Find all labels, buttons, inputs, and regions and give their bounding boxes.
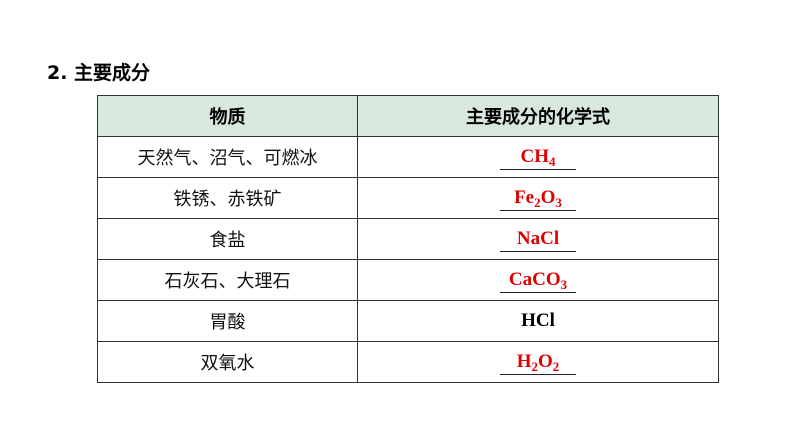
formula-cell: HCl bbox=[357, 300, 719, 342]
chemical-formula: CaCO3 bbox=[500, 268, 576, 293]
formula-text: CaCO bbox=[508, 268, 561, 290]
formula-cell: H2O2 bbox=[357, 341, 719, 383]
substance-cell: 食盐 bbox=[97, 218, 358, 260]
formula-text: H bbox=[516, 350, 532, 372]
header-substance: 物质 bbox=[97, 95, 358, 137]
table-row: 胃酸 HCl bbox=[97, 300, 719, 342]
table-row: 天然气、沼气、可燃冰 CH4 bbox=[97, 136, 719, 178]
chemical-formula: Fe2O3 bbox=[500, 186, 576, 211]
table-row: 食盐 NaCl bbox=[97, 218, 719, 260]
formula-subscript: 3 bbox=[560, 276, 568, 292]
formula-subscript: 2 bbox=[552, 358, 560, 374]
table-row: 双氧水 H2O2 bbox=[97, 341, 719, 383]
chemical-formula: H2O2 bbox=[500, 350, 576, 375]
table-row: 石灰石、大理石 CaCO3 bbox=[97, 259, 719, 301]
composition-table: 物质 主要成分的化学式 天然气、沼气、可燃冰 CH4 铁锈、赤铁矿 Fe2O3 食盐 Na… bbox=[97, 95, 719, 383]
formula-subscript: 2 bbox=[531, 358, 539, 374]
formula-cell: NaCl bbox=[357, 218, 719, 260]
table-row: 铁锈、赤铁矿 Fe2O3 bbox=[97, 177, 719, 219]
chemical-formula: NaCl bbox=[500, 227, 576, 252]
formula-subscript: 4 bbox=[549, 153, 556, 169]
formula-text: HCl bbox=[521, 310, 555, 331]
formula-cell: CaCO3 bbox=[357, 259, 719, 301]
formula-subscript: 2 bbox=[534, 194, 541, 210]
chemical-formula: CH4 bbox=[500, 145, 576, 170]
formula-cell: Fe2O3 bbox=[357, 177, 719, 219]
formula-text: O bbox=[538, 350, 553, 372]
substance-cell: 天然气、沼气、可燃冰 bbox=[97, 136, 358, 178]
substance-cell: 铁锈、赤铁矿 bbox=[97, 177, 358, 219]
substance-cell: 石灰石、大理石 bbox=[97, 259, 358, 301]
substance-cell: 胃酸 bbox=[97, 300, 358, 342]
header-formula: 主要成分的化学式 bbox=[357, 95, 719, 137]
section-title: 2. 主要成分 bbox=[47, 62, 151, 84]
formula-subscript: 3 bbox=[555, 194, 562, 210]
formula-text: Fe bbox=[514, 186, 535, 208]
formula-cell: CH4 bbox=[357, 136, 719, 178]
chemical-formula: HCl bbox=[500, 309, 576, 333]
formula-text: O bbox=[540, 186, 556, 208]
formula-text: CH bbox=[520, 145, 550, 167]
substance-cell: 双氧水 bbox=[97, 341, 358, 383]
formula-text: NaCl bbox=[516, 227, 560, 249]
